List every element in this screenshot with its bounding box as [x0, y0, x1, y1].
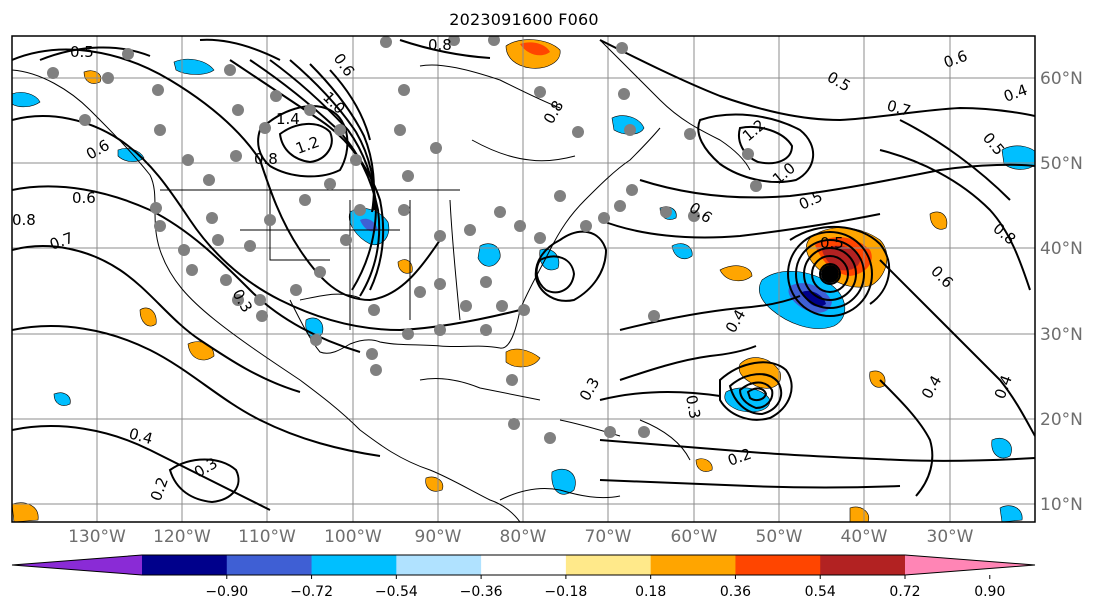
colorbar-tick-label: 0.36 [720, 584, 751, 600]
colorbar-segment [396, 555, 482, 575]
lat-label: 60°N [1040, 69, 1083, 89]
lon-label: 110°W [238, 527, 296, 547]
lon-label: 90°W [415, 527, 462, 547]
colorbar-tick-label: −0.36 [460, 584, 503, 600]
colorbar-segment [820, 555, 906, 575]
coastlines [12, 39, 751, 522]
storm-center-marker [821, 265, 839, 283]
colorbar-tick-label: −0.72 [290, 584, 333, 600]
contour-label: 0.4 [127, 424, 155, 448]
colorbar: −0.90 −0.72 −0.54 −0.36 −0.18 0.18 0.36 0.54 0.7… [11, 554, 1036, 600]
colorbar-segment [142, 555, 228, 575]
colorbar-tick-label: 0.72 [889, 584, 920, 600]
longitude-labels: 130°W 120°W 110°W 100°W 90°W 80°W 70°W 6… [68, 527, 974, 547]
colorbar-extend-high [905, 555, 1035, 575]
lon-label: 100°W [324, 527, 382, 547]
lat-label: 20°N [1040, 410, 1083, 430]
contour-label: 1.4 [276, 110, 300, 128]
contour-label: 0.5 [70, 43, 94, 61]
colorbar-segment [650, 555, 736, 575]
contour-lines [12, 38, 1035, 511]
contour-label: 0.7 [885, 96, 913, 120]
contour-label: 0.8 [428, 36, 452, 54]
lat-label: 30°N [1040, 325, 1083, 345]
colorbar-outline [11, 554, 1036, 576]
contour-label: 0.8 [254, 150, 278, 168]
lon-label: 30°W [927, 527, 974, 547]
colorbar-tick-label: −0.18 [544, 584, 587, 600]
lon-label: 70°W [585, 527, 632, 547]
lon-label: 130°W [68, 527, 126, 547]
colorbar-tick-label: 0.54 [805, 584, 836, 600]
contour-label: 0.3 [682, 394, 704, 421]
colorbar-segment [226, 555, 313, 575]
lon-label: 50°W [756, 527, 803, 547]
contour-label: 0.6 [72, 189, 96, 207]
latitude-labels: 60°N 50°N 40°N 30°N 20°N 10°N [1040, 69, 1083, 515]
observation-markers [47, 36, 762, 444]
contour-label: 0.8 [12, 211, 36, 229]
contour-label: 0.5 [820, 234, 844, 252]
lat-label: 40°N [1040, 239, 1083, 259]
colorbar-tick-label: 0.18 [635, 584, 666, 600]
lon-label: 120°W [153, 527, 211, 547]
colorbar-extend-low [12, 555, 142, 575]
colorbar-segment [735, 555, 821, 575]
lon-label: 60°W [671, 527, 718, 547]
colorbar-segment [311, 555, 397, 575]
lat-label: 50°N [1040, 154, 1083, 174]
colorbar-tick-label: −0.54 [375, 584, 418, 600]
colorbar-segment [565, 555, 652, 575]
figure-title: 2023091600 F060 [449, 10, 599, 29]
colorbar-tick-label: −0.90 [205, 584, 248, 600]
lon-label: 80°W [500, 527, 547, 547]
colorbar-tick-label: 0.90 [974, 584, 1005, 600]
map-frame [11, 35, 1036, 523]
lon-label: 40°W [841, 527, 888, 547]
lat-label: 10°N [1040, 495, 1083, 515]
colorbar-segment [481, 555, 567, 575]
